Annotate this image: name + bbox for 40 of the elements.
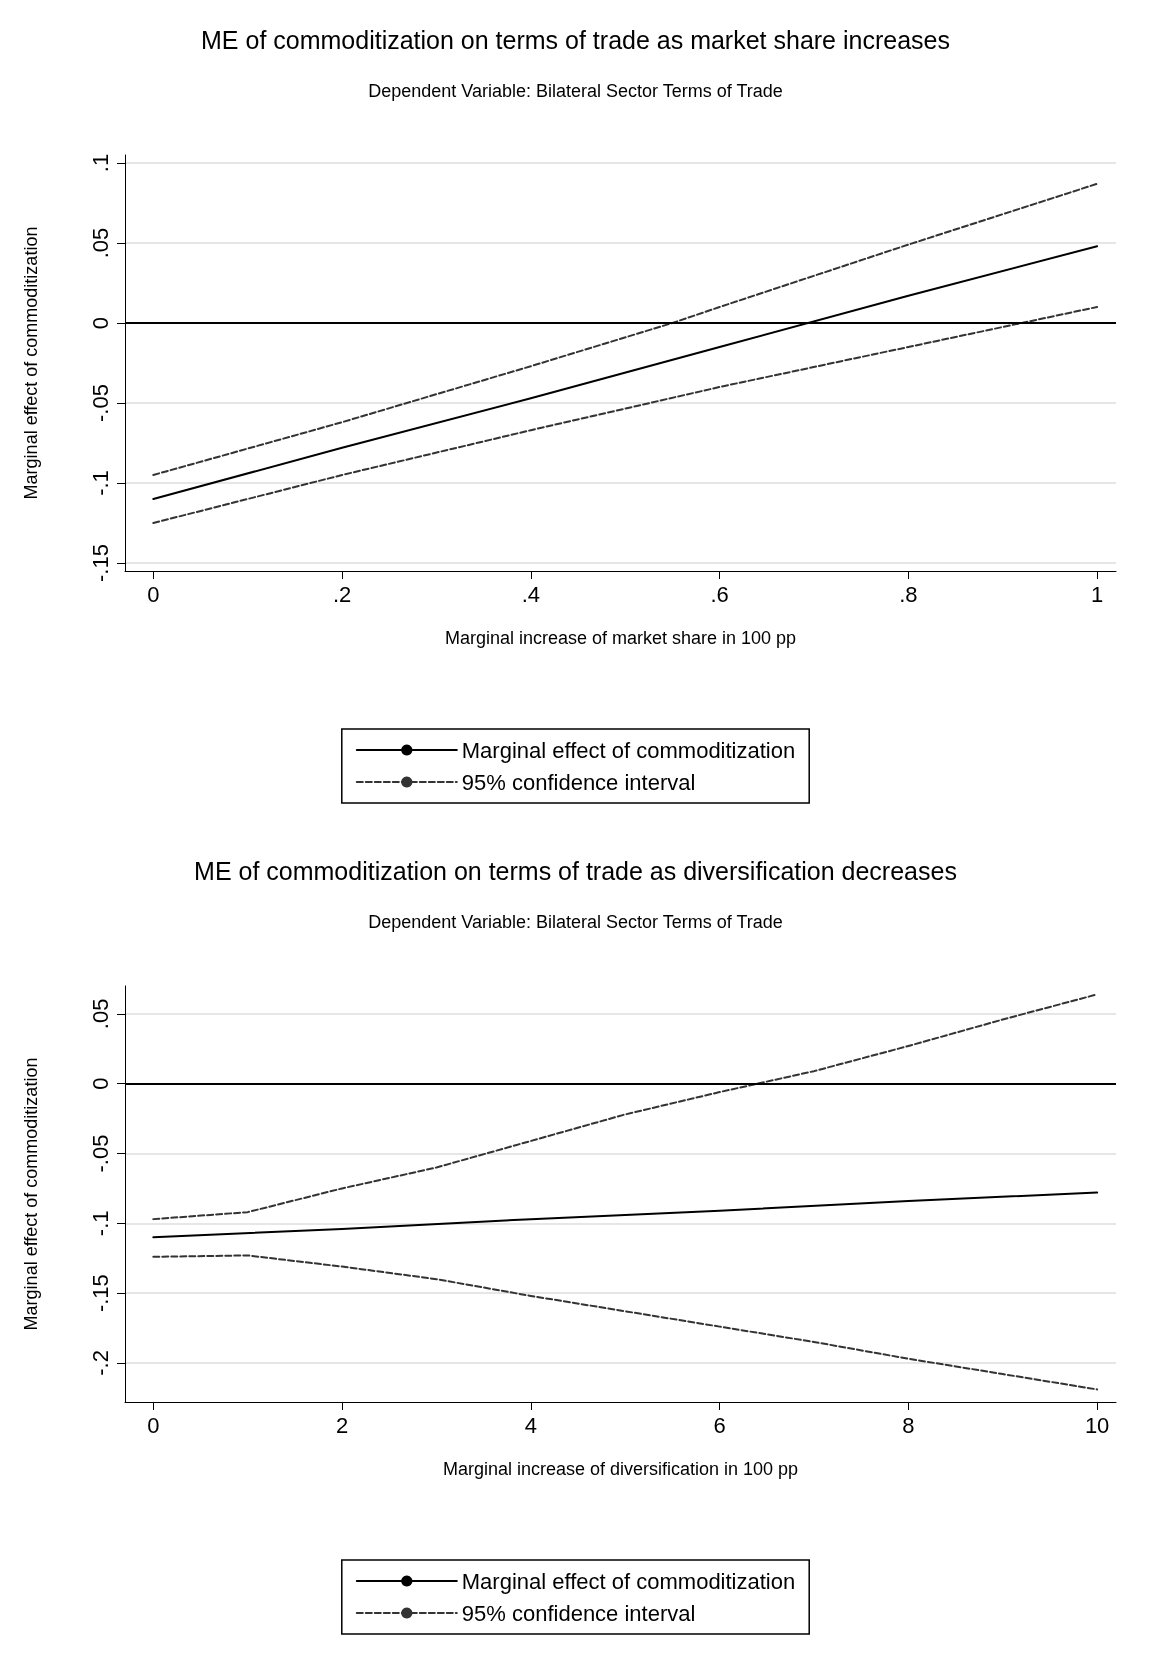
y-tick-label: -.1 — [87, 1210, 113, 1237]
x-tick-label: 6 — [713, 1412, 726, 1438]
x-tick-label: 0 — [147, 1412, 160, 1438]
x-axis-title: Marginal increase of diversification in 100 pp — [442, 1459, 799, 1479]
legend-label: 95% confidence interval — [461, 1600, 696, 1626]
y-tick-label: .1 — [87, 153, 113, 173]
chart-title: ME of commoditization on terms of trade as diversification decreases — [194, 856, 957, 885]
y-tick-label: 0 — [87, 1077, 113, 1090]
y-tick-label: -.15 — [87, 544, 113, 582]
x-tick-label: .2 — [332, 581, 352, 607]
x-tick-label: 0 — [147, 581, 160, 607]
chart-title: ME of commoditization on terms of trade as market share increases — [201, 25, 950, 54]
y-tick-label: .05 — [87, 998, 113, 1030]
line-series — [152, 182, 1099, 476]
y-tick-label: 0 — [87, 316, 113, 330]
x-tick-label: 2 — [335, 1412, 349, 1438]
y-tick-label: -.15 — [87, 1274, 113, 1313]
line-series — [152, 306, 1099, 524]
y-axis-title: Marginal effect of commoditization — [21, 1057, 41, 1331]
y-tick-label: .05 — [87, 227, 113, 259]
x-tick-label: .4 — [521, 581, 541, 607]
y-tick-label: -.2 — [87, 1350, 113, 1376]
y-tick-label: -.05 — [87, 1134, 113, 1173]
legend-label: Marginal effect of commoditization — [461, 737, 796, 763]
legend-label: 95% confidence interval — [461, 769, 696, 795]
y-axis-title: Marginal effect of commoditization — [21, 226, 41, 500]
chart-subtitle: Dependent Variable: Bilateral Sector Terms of Trade — [368, 912, 783, 932]
x-tick-label: 1 — [1091, 581, 1104, 607]
x-tick-label: 10 — [1084, 1412, 1110, 1438]
line-series — [152, 1191, 1099, 1239]
y-tick-label: -.1 — [87, 470, 113, 496]
legend-label: Marginal effect of commoditization — [461, 1568, 796, 1594]
x-tick-label: 4 — [524, 1412, 537, 1438]
line-series — [152, 1254, 1099, 1391]
y-tick-label: -.05 — [87, 384, 113, 422]
x-tick-label: .8 — [899, 581, 918, 607]
x-tick-label: .6 — [710, 581, 729, 607]
x-axis-title: Marginal increase of market share in 100 pp — [444, 628, 797, 648]
chart-subtitle: Dependent Variable: Bilateral Sector Terms of Trade — [368, 81, 783, 101]
x-tick-label: 8 — [902, 1412, 915, 1438]
